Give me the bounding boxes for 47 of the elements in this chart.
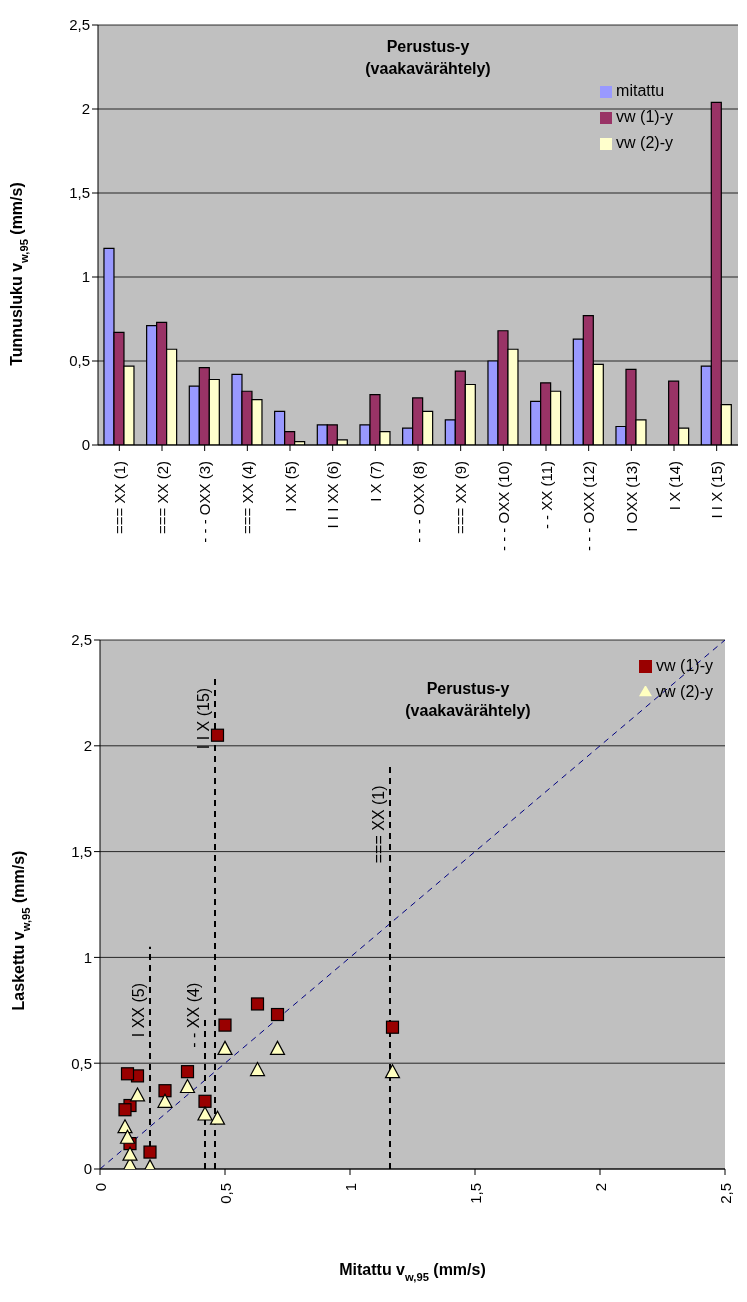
y-tick-label: 2: [83, 737, 92, 755]
annotation: === XX (1): [370, 785, 388, 864]
annotation: I XX (5): [130, 982, 148, 1038]
annotation: I I X (15): [195, 687, 213, 750]
legend-label: vw (1)-y: [616, 108, 673, 125]
x-tick-label: 0,5: [216, 1183, 234, 1204]
y-tick-label: 1: [81, 268, 90, 286]
x-tick-label: === XX (2): [153, 461, 171, 534]
y-tick-label: 0,5: [69, 352, 90, 370]
text: (vaakavärähtely): [404, 701, 532, 721]
y-tick-label: 1,5: [71, 842, 92, 860]
x-tick-label: I X (7): [366, 461, 384, 502]
text: (vaakavärähtely): [364, 59, 492, 79]
x-tick-label: I I I XX (6): [324, 461, 342, 529]
text: Perustus-y: [385, 37, 471, 57]
text: Perustus-y: [425, 679, 511, 699]
x-tick-label: - - - OXX (3): [196, 461, 214, 543]
y-tick-label: 2,5: [71, 631, 92, 649]
legend-label: vw (2)-y: [656, 683, 713, 700]
x-tick-label: I I X (15): [708, 461, 726, 519]
x-tick-label: - - - OXX (10): [494, 461, 512, 552]
x-tick-label: 0: [91, 1183, 109, 1192]
legend-label: vw (1)-y: [656, 657, 713, 674]
legend-label: vw (2)-y: [616, 134, 673, 151]
x-tick-label: === XX (1): [110, 461, 128, 534]
legend-label: mitattu: [616, 82, 665, 99]
x-tick-label: === XX (9): [452, 461, 470, 534]
y-tick-label: 2,5: [69, 16, 90, 34]
x-tick-label: 2,5: [716, 1183, 734, 1204]
x-tick-label: 1,5: [466, 1183, 484, 1204]
y-tick-label: 1,5: [69, 184, 90, 202]
y-tick-label: 2: [81, 100, 90, 118]
y-tick-label: 0: [81, 436, 90, 454]
x-tick-label: - - XX (11): [537, 461, 555, 530]
x-tick-label: I X (14): [665, 461, 683, 511]
y-tick-label: 1: [83, 948, 92, 966]
x-tick-label: === XX (4): [238, 461, 256, 534]
y-tick-label: 0,5: [71, 1054, 92, 1072]
x-tick-label: I OXX (13): [622, 461, 640, 532]
annotation: - - XX (4): [185, 982, 203, 1048]
x-tick-label: - - - OXX (8): [409, 461, 427, 543]
x-tick-label: 1: [341, 1183, 359, 1192]
x-tick-label: - - - OXX (12): [580, 461, 598, 552]
x-tick-label: I XX (5): [281, 461, 299, 512]
y-tick-label: 0: [83, 1160, 92, 1178]
x-axis-title: Mitattu v$_{w,95}$ (mm/s): [339, 1261, 486, 1283]
x-tick-label: 2: [591, 1183, 609, 1192]
